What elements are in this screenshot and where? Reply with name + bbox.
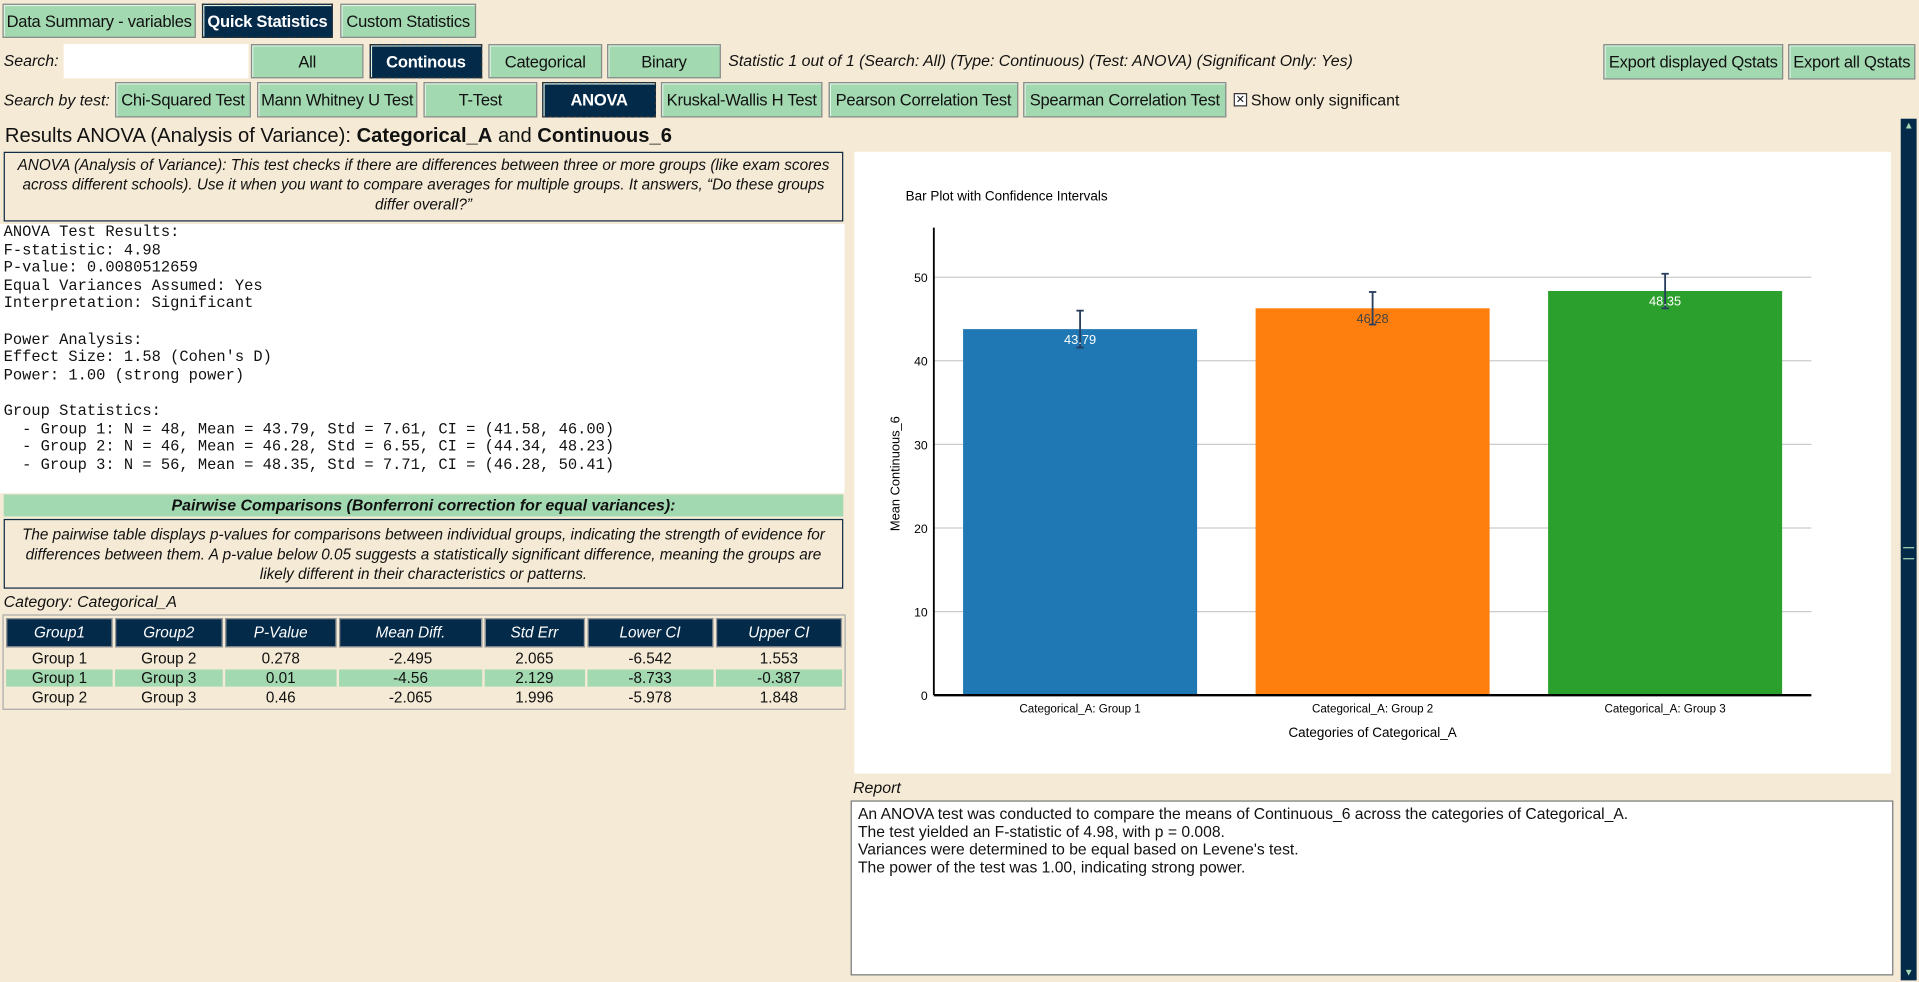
- filter-categorical-button[interactable]: Categorical: [488, 44, 603, 79]
- bar-value-label: 48.35: [1649, 294, 1681, 309]
- export-displayed-button[interactable]: Export displayed Qstats: [1603, 44, 1784, 80]
- vertical-scrollbar[interactable]: ▲ ▼: [1900, 118, 1917, 981]
- table-cell: -2.065: [388, 689, 433, 707]
- scroll-up-arrow[interactable]: ▲: [1903, 119, 1914, 131]
- column-header[interactable]: Mean Diff.: [339, 618, 482, 648]
- results-output: ANOVA Test Results: F-statistic: 4.98 P-…: [0, 223, 845, 494]
- filter-continuous-button[interactable]: Continous: [369, 44, 483, 79]
- x-tick-label: Categorical_A: Group 2: [1312, 702, 1433, 715]
- x-axis-title: Categories of Categorical_A: [1288, 725, 1456, 740]
- y-tick-label: 30: [914, 438, 928, 452]
- test-kruskal-button[interactable]: Kruskal-Wallis H Test: [660, 82, 823, 118]
- y-tick-label: 40: [914, 355, 928, 369]
- table-cell: Group 3: [115, 669, 223, 687]
- scroll-down-arrow[interactable]: ▼: [1903, 966, 1914, 978]
- title-and: and: [492, 124, 538, 147]
- table-cell: 0.278: [261, 649, 300, 668]
- pairwise-table-container: Group1 Group2 P-Value Mean Diff. Std Err Lowe…: [2, 614, 846, 710]
- search-label: Search:: [3, 51, 59, 70]
- checkbox-checked-icon[interactable]: ✕: [1233, 93, 1248, 107]
- table-cell: Group 1: [31, 649, 88, 668]
- chart-title: Bar Plot with Confidence Intervals: [906, 189, 1108, 204]
- column-header[interactable]: Group2: [115, 618, 223, 648]
- title-var2: Continuous_6: [537, 124, 672, 147]
- pairwise-table: Group1 Group2 P-Value Mean Diff. Std Err Lowe…: [4, 616, 845, 709]
- report-label: Report: [853, 778, 901, 797]
- table-cell: Group 2: [141, 649, 197, 668]
- table-header-row: Group1 Group2 P-Value Mean Diff. Std Err Lowe…: [6, 618, 843, 648]
- show-significant-label: Show only significant: [1250, 90, 1400, 109]
- bar-chart: Bar Plot with Confidence Intervals 0 10 20 3…: [888, 189, 1812, 740]
- table-cell: -5.978: [628, 689, 672, 707]
- results-output-text: ANOVA Test Results: F-statistic: 4.98 P-…: [3, 223, 615, 474]
- filter-all-button[interactable]: All: [250, 44, 364, 79]
- title-var1: Categorical_A: [356, 124, 493, 147]
- filter-binary-button[interactable]: Binary: [607, 44, 721, 79]
- table-cell: 2.129: [484, 669, 585, 687]
- test-search-label: Search by test:: [3, 90, 110, 109]
- table-cell: Group 2: [31, 689, 88, 707]
- table-cell: 2.065: [515, 649, 554, 668]
- y-axis-title: Mean Continuous_6: [888, 416, 903, 531]
- pairwise-info-box: The pairwise table displays p-values for…: [3, 518, 844, 589]
- test-spearman-button[interactable]: Spearman Correlation Test: [1023, 82, 1227, 118]
- column-header[interactable]: Std Err: [484, 618, 585, 648]
- x-tick-label: Categorical_A: Group 3: [1604, 702, 1725, 715]
- y-tick-label: 0: [921, 689, 928, 703]
- chart-panel: Bar Plot with Confidence Intervals 0 10 20 3…: [854, 151, 1891, 774]
- table-cell: 1.848: [759, 689, 799, 707]
- column-header[interactable]: Group1: [6, 618, 113, 648]
- y-tick-label: 20: [914, 522, 928, 536]
- bar-value-label: 43.79: [1064, 332, 1096, 347]
- column-header[interactable]: Lower CI: [586, 618, 714, 648]
- table-cell: -4.56: [339, 669, 482, 687]
- column-header[interactable]: P-Value: [224, 618, 337, 648]
- report-box[interactable]: An ANOVA test was conducted to compare t…: [850, 800, 1894, 976]
- tab-custom-statistics[interactable]: Custom Statistics: [340, 3, 477, 38]
- table-cell: -2.495: [388, 649, 433, 668]
- table-cell: Group 3: [141, 689, 197, 707]
- y-tick-label: 10: [914, 605, 928, 619]
- pairwise-header: Pairwise Comparisons (Bonferroni correct…: [3, 494, 844, 517]
- table-cell: 0.01: [224, 669, 337, 687]
- table-cell: Group 1: [6, 669, 113, 687]
- title-prefix: Results ANOVA (Analysis of Variance):: [4, 124, 357, 147]
- bar: [963, 329, 1198, 696]
- export-all-button[interactable]: Export all Qstats: [1788, 44, 1916, 80]
- table-cell: 0.46: [265, 689, 296, 707]
- test-pearson-button[interactable]: Pearson Correlation Test: [828, 82, 1019, 118]
- test-mann-whitney-button[interactable]: Mann Whitney U Test: [257, 82, 418, 118]
- y-tick-label: 50: [914, 271, 928, 285]
- tab-data-summary[interactable]: Data Summary - variables: [2, 3, 196, 38]
- bar: [1548, 290, 1783, 696]
- test-info-box: ANOVA (Analysis of Variance): This test …: [3, 151, 844, 222]
- show-significant-checkbox[interactable]: ✕ Show only significant: [1233, 90, 1400, 109]
- bar: [1255, 308, 1490, 696]
- column-header[interactable]: Upper CI: [715, 618, 843, 648]
- status-text: Statistic 1 out of 1 (Search: All) (Type…: [728, 51, 1353, 70]
- results-title: Results ANOVA (Analysis of Variance): Ca…: [5, 125, 672, 148]
- table-cell: -6.542: [628, 649, 672, 668]
- x-tick-label: Categorical_A: Group 1: [1019, 702, 1140, 715]
- test-chi-squared-button[interactable]: Chi-Squared Test: [115, 82, 251, 118]
- table-cell: 1.996: [515, 689, 554, 707]
- table-row[interactable]: Group 2 Group 3 0.46 -2.065 1.996 -5.978 1.848: [6, 689, 842, 706]
- table-row[interactable]: Group 1 Group 3 0.01 -4.56 2.129 -8.733 -0.387: [6, 669, 843, 687]
- search-input[interactable]: [63, 44, 249, 79]
- category-label: Category: Categorical_A: [3, 592, 178, 611]
- scrollbar-thumb-grip[interactable]: [1903, 547, 1915, 560]
- table-cell: -8.733: [586, 669, 714, 687]
- tab-quick-statistics[interactable]: Quick Statistics: [201, 3, 333, 38]
- test-anova-button[interactable]: ANOVA: [542, 82, 657, 118]
- test-t-test-button[interactable]: T-Test: [423, 82, 538, 118]
- table-cell: -0.387: [715, 669, 843, 687]
- table-row[interactable]: Group 1 Group 2 0.278 -2.495 2.065 -6.542 1.55…: [6, 650, 842, 667]
- bar-value-label: 46.28: [1357, 311, 1389, 326]
- table-cell: 1.553: [759, 649, 799, 668]
